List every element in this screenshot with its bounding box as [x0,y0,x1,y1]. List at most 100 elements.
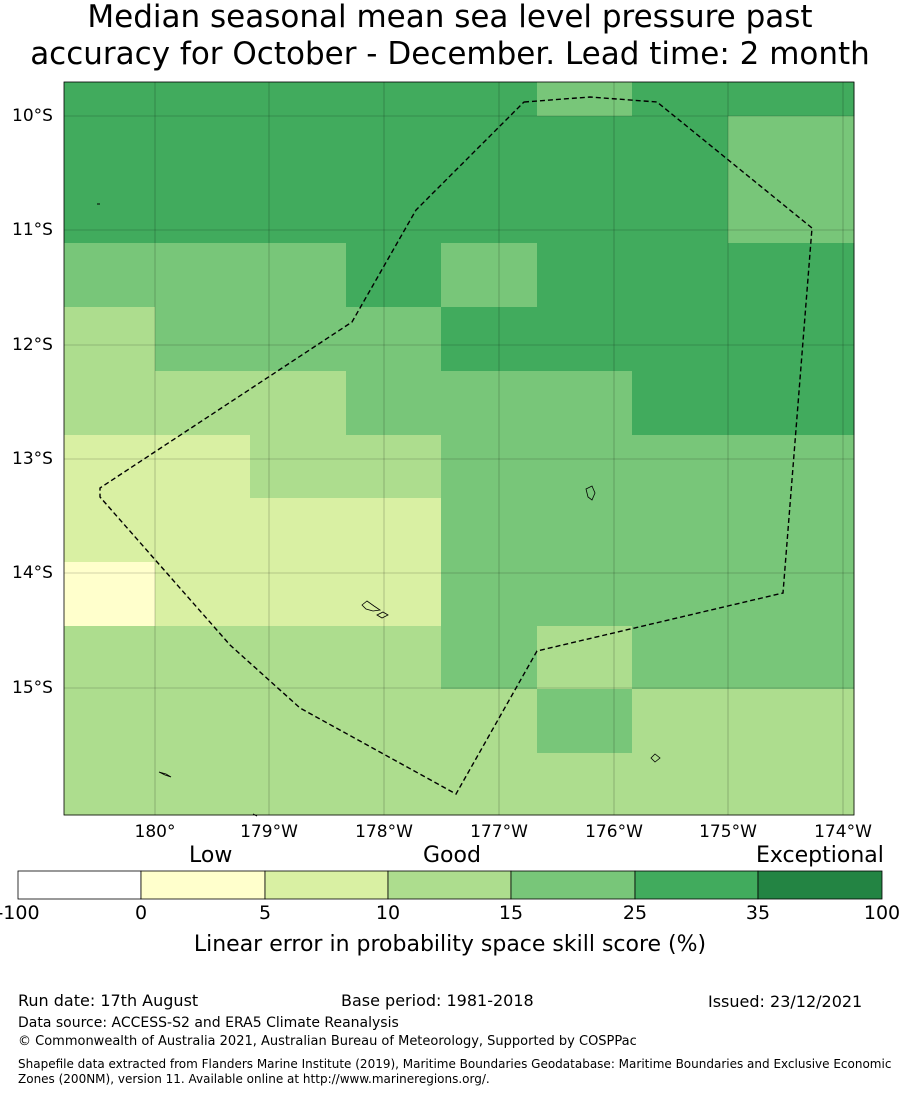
grid-cell [728,243,855,308]
island-shape [158,771,172,778]
grid-cell [250,371,347,436]
grid-cell [537,562,633,627]
colorbar-tick-label: 0 [134,902,148,924]
grid-cell [441,689,538,754]
colorbar-label: Linear error in probability space skill … [193,932,707,957]
grid-cell [250,562,347,627]
base-period: Base period: 1981-2018 [341,991,534,1010]
colorbar [17,870,883,900]
colorbar-tick-label: 100 [863,902,900,924]
colorbar-tick-label: 35 [745,902,771,924]
graticule [64,82,854,815]
grid-cell [64,307,156,372]
grid-cell [632,626,729,690]
grid-cell [728,498,855,563]
grid-cell [155,371,251,436]
grid-cell [250,753,347,816]
grid-cell [155,689,251,754]
grid-cell [155,498,251,563]
grid-cell [441,626,538,690]
grid-cell [155,307,251,372]
grid-cell [632,435,729,499]
grid-cell [250,498,347,563]
colorbar-tick-label: -100 [0,902,40,924]
colorbar-tick-label: 10 [375,902,401,924]
longitude-label: 177°W [470,822,528,842]
grid-cell [64,753,156,816]
longitude-label: 174°W [814,822,872,842]
grid-cell [441,498,538,563]
grid-cell [537,626,633,690]
island-shape [376,611,389,619]
grid-cell [441,307,538,372]
map-title-line-2: accuracy for October - December. Lead ti… [30,36,870,72]
grid-cell [728,562,855,627]
grid-cell [537,689,633,754]
shapefile-credit: Shapefile data extracted from Flanders M… [18,1057,892,1086]
grid-cell [155,116,251,244]
grid-cell [155,82,251,117]
grid-cell [728,371,855,436]
copyright: © Commonwealth of Australia 2021, Austra… [18,1034,637,1049]
grid-cell [346,626,442,690]
grid-cell [250,243,347,308]
grid-cell [728,116,855,244]
map-title-line-1: Median seasonal mean sea level pressure … [87,0,813,35]
island-shape [361,600,382,612]
grid-cell [346,243,442,308]
grid-cell [64,626,156,690]
grid-cell [250,626,347,690]
grid-cell [155,753,251,816]
grid-cell [537,307,633,372]
grid-cell [64,243,156,308]
grid-cell [537,753,633,816]
run-date: Run date: 17th August [18,991,199,1010]
grid-cell [346,307,442,372]
latitude-label: 11°S [12,220,53,240]
latitude-label: 15°S [12,678,53,698]
island-shape [585,485,596,501]
grid-cell [728,82,855,117]
legend-category-good: Good [423,843,481,868]
skill-grid [64,82,855,816]
grid-cell [537,498,633,563]
map-frame [63,81,855,816]
longitude-label: 178°W [355,822,413,842]
grid-cell [632,371,729,436]
colorbar-segment [510,870,636,900]
grid-cell [346,753,442,816]
legend-category-exceptional: Exceptional [756,843,884,868]
grid-cell [632,243,729,308]
grid-cell [346,371,442,436]
longitude-label: 180° [134,822,176,842]
grid-cell [537,371,633,436]
grid-cell [346,116,442,244]
grid-cell [346,82,442,117]
grid-cell [441,753,538,816]
grid-cell [441,562,538,627]
latitude-label: 13°S [12,449,53,469]
grid-cell [155,243,251,308]
grid-cell [632,753,729,816]
latitude-label: 14°S [12,563,53,583]
latitude-label: 12°S [12,335,53,355]
grid-cell [155,626,251,690]
grid-cell [250,689,347,754]
colorbar-segment [757,870,883,900]
grid-cell [346,498,442,563]
colorbar-tick-label: 25 [622,902,648,924]
grid-cell [632,498,729,563]
colorbar-segment [264,870,389,900]
colorbar-segment [634,870,759,900]
longitude-label: 176°W [585,822,643,842]
grid-cell [155,435,251,499]
grid-cell [441,243,538,308]
grid-cell [64,435,156,499]
data-source: Data source: ACCESS-S2 and ERA5 Climate … [18,1015,399,1031]
grid-cell [632,562,729,627]
grid-cell [250,82,347,117]
grid-cell [441,82,538,117]
grid-cell [346,562,442,627]
latitude-label: 10°S [12,106,53,126]
grid-cell [346,435,442,499]
